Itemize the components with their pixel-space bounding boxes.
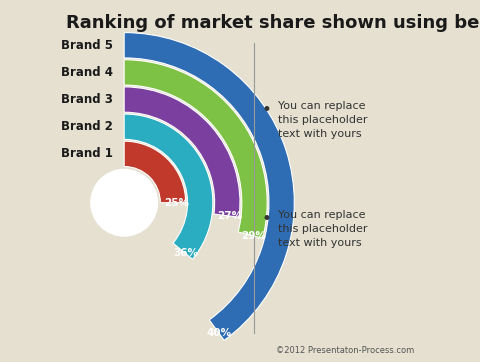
Wedge shape bbox=[124, 87, 240, 217]
Text: Ranking of market share shown using bent bars: Ranking of market share shown using bent… bbox=[66, 14, 480, 33]
Text: You can replace
this placeholder
text with yours: You can replace this placeholder text wi… bbox=[278, 101, 368, 139]
Wedge shape bbox=[124, 33, 294, 340]
Text: 29%: 29% bbox=[241, 231, 266, 241]
Text: Brand 1: Brand 1 bbox=[61, 147, 113, 160]
Wedge shape bbox=[124, 114, 213, 259]
Text: Brand 5: Brand 5 bbox=[61, 39, 113, 52]
Wedge shape bbox=[124, 141, 186, 203]
Text: 36%: 36% bbox=[173, 248, 198, 258]
Text: You can replace
this placeholder
text with yours: You can replace this placeholder text wi… bbox=[278, 210, 368, 248]
Circle shape bbox=[0, 24, 303, 362]
Text: Brand 4: Brand 4 bbox=[61, 66, 113, 79]
Text: ©2012 Presentaton-Process.com: ©2012 Presentaton-Process.com bbox=[276, 346, 414, 355]
Text: •: • bbox=[262, 210, 272, 228]
Wedge shape bbox=[124, 60, 267, 238]
Text: 40%: 40% bbox=[206, 328, 231, 338]
Text: Brand 3: Brand 3 bbox=[61, 93, 113, 106]
Circle shape bbox=[91, 169, 157, 236]
Text: 25%: 25% bbox=[164, 198, 189, 208]
Text: 27%: 27% bbox=[217, 211, 243, 221]
Text: •: • bbox=[262, 101, 272, 119]
Text: Brand 2: Brand 2 bbox=[61, 120, 113, 133]
